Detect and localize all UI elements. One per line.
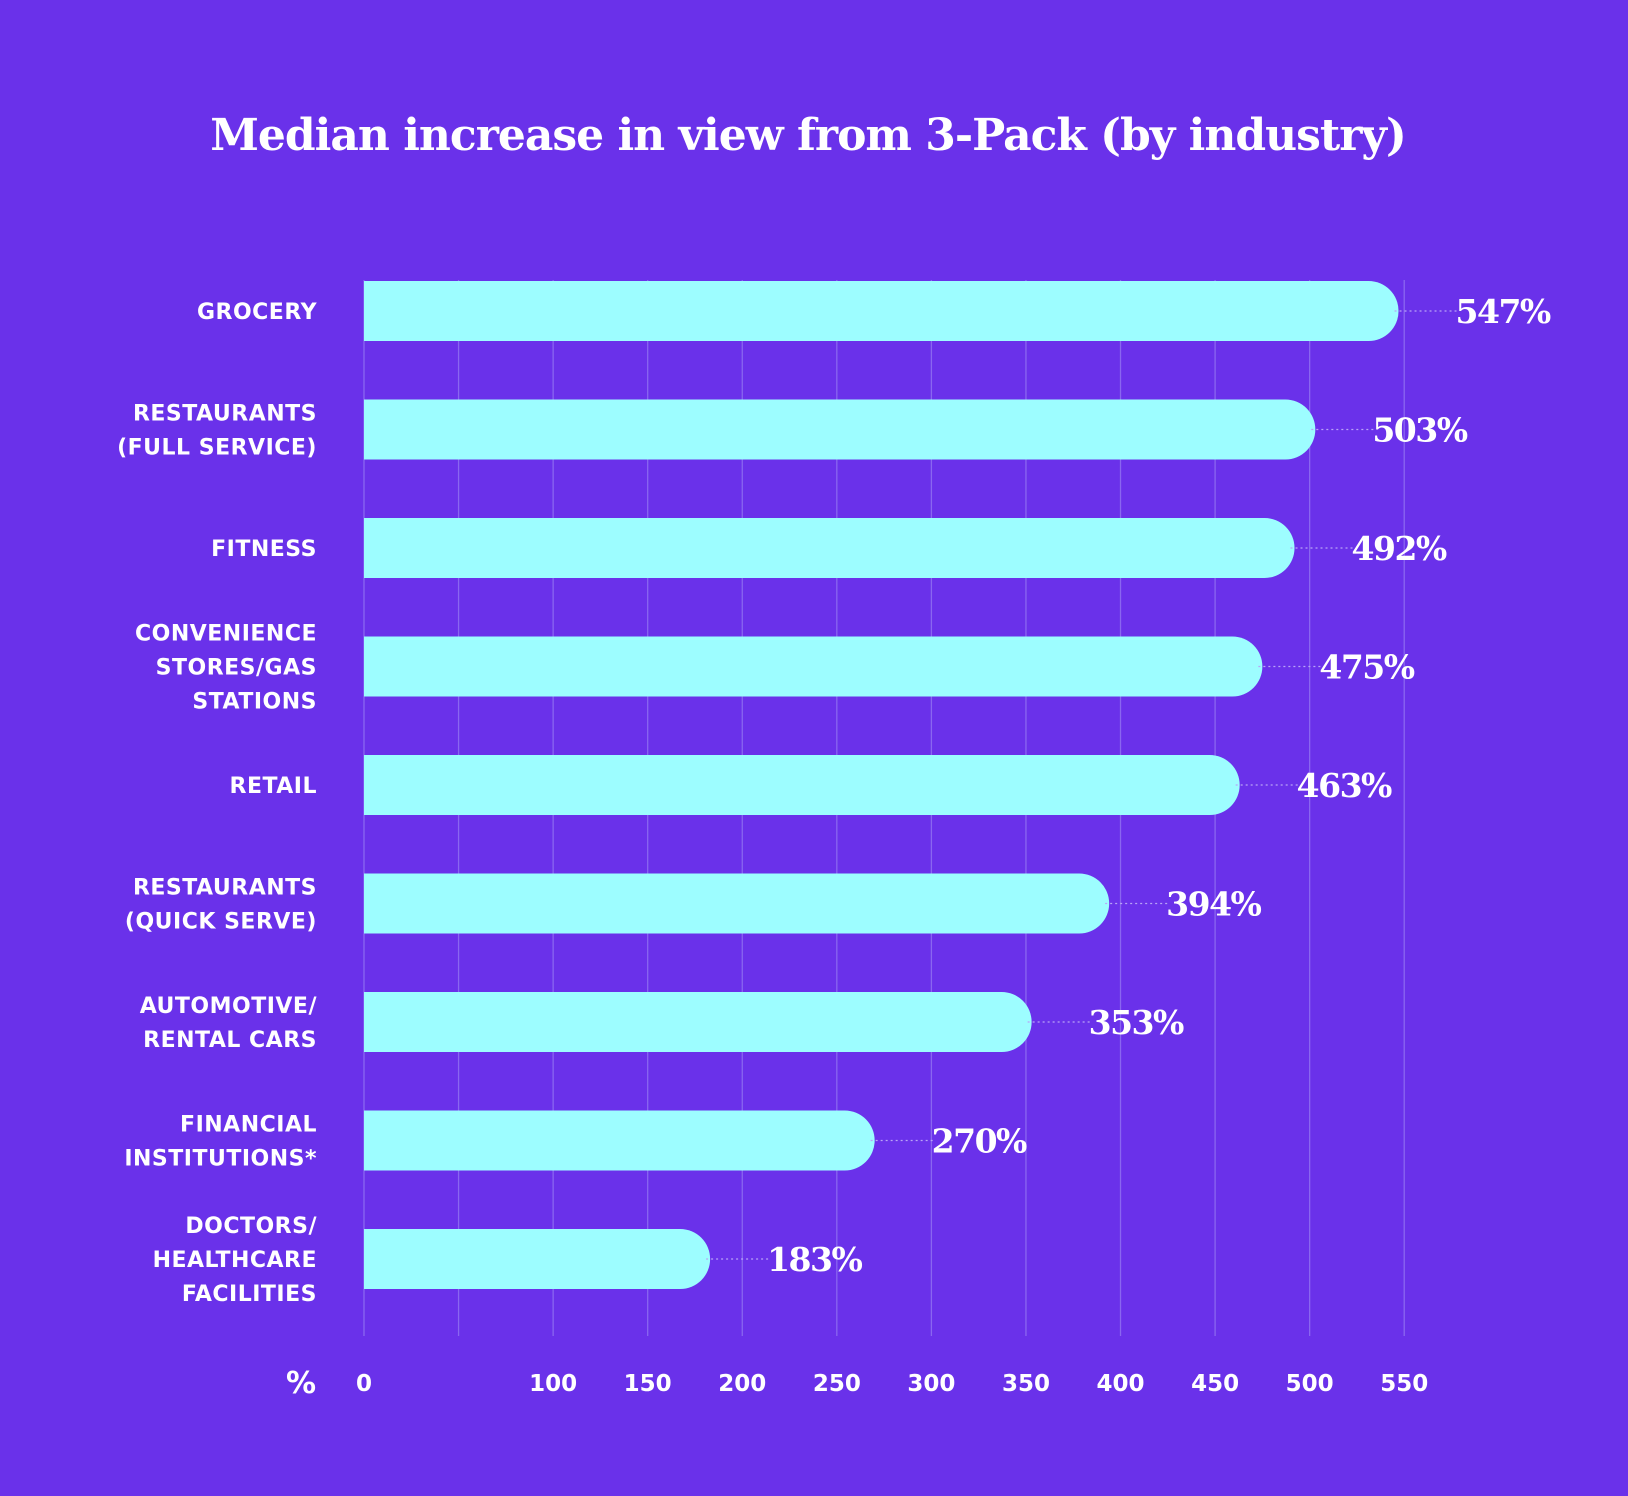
category-label-3: CONVENIENCE STORES/GAS STATIONS [135, 622, 317, 715]
x-tick-label-150: 150 [624, 1371, 672, 1397]
value-label-4: 463% [1297, 766, 1392, 805]
value-label-3: 475% [1319, 648, 1414, 687]
category-label-1: RESTAURANTS (FULL SERVICE) [117, 402, 317, 461]
value-label-1: 503% [1372, 411, 1467, 450]
category-label-8: DOCTORS/HEALTHCARE FACILITIES [153, 1214, 318, 1307]
category-label-6: AUTOMOTIVE/RENTAL CARS [140, 994, 318, 1053]
bar-3 [364, 636, 1263, 697]
x-axis: % 0 100 150 200 250 300 350 400 450 500 550 [286, 1366, 1428, 1401]
x-tick-label-350: 350 [1002, 1371, 1050, 1397]
bar-7 [364, 1110, 875, 1171]
x-tick-label-0: 0 [356, 1371, 372, 1397]
value-label-6: 353% [1089, 1003, 1184, 1042]
category-label-4: RETAIL [230, 774, 318, 799]
value-label-2: 492% [1352, 529, 1447, 568]
category-label-7: FINANCIAL INSTITUTIONS* [124, 1113, 317, 1172]
x-tick-label-250: 250 [813, 1371, 861, 1397]
x-tick-label-100: 100 [529, 1371, 577, 1397]
x-tick-label-300: 300 [907, 1371, 955, 1397]
value-label-8: 183% [767, 1240, 862, 1279]
x-tick-label-400: 400 [1097, 1371, 1145, 1397]
x-tick-label-550: 550 [1380, 1371, 1428, 1397]
category-labels: GROCERY RESTAURANTS (FULL SERVICE) FITNESS C… [117, 300, 317, 1307]
category-label-0: GROCERY [197, 300, 318, 325]
category-label-5: RESTAURANTS (QUICK SERVE) [125, 876, 317, 935]
bar-0 [364, 281, 1399, 341]
bar-2 [364, 518, 1295, 578]
bar-4 [364, 755, 1240, 815]
value-labels: 547% 503% 492% 475% 463% 394% 353% 270% 183% [706, 292, 1552, 1279]
x-axis-unit-label: % [286, 1366, 316, 1401]
category-label-2: FITNESS [211, 537, 317, 562]
bar-8 [364, 1229, 711, 1289]
bar-1 [364, 399, 1316, 460]
bars [364, 281, 1399, 1289]
value-label-0: 547% [1456, 292, 1551, 331]
x-tick-label-200: 200 [718, 1371, 766, 1397]
x-tick-label-450: 450 [1191, 1371, 1239, 1397]
bar-5 [364, 873, 1110, 934]
chart-title: Median increase in view from 3-Pack (by … [210, 110, 1406, 161]
value-label-5: 394% [1166, 885, 1261, 924]
x-tick-label-500: 500 [1286, 1371, 1334, 1397]
value-label-7: 270% [932, 1122, 1027, 1161]
bar-6 [364, 992, 1032, 1052]
